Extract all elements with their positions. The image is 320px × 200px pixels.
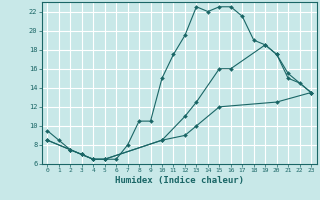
X-axis label: Humidex (Indice chaleur): Humidex (Indice chaleur)	[115, 176, 244, 185]
